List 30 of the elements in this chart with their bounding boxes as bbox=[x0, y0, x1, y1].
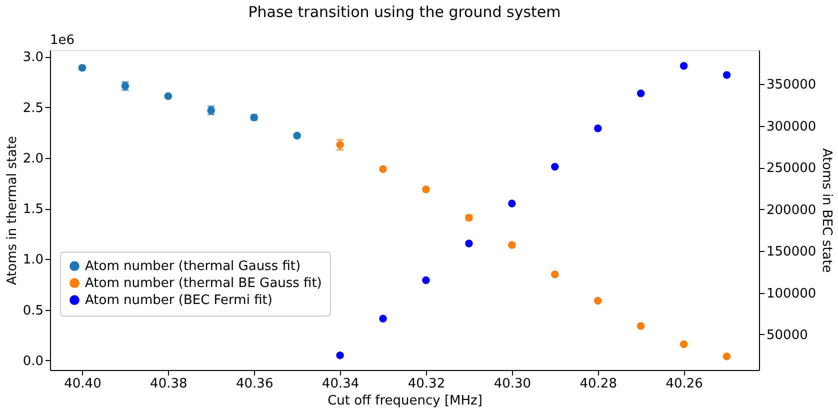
y-tick-label: 1.5 bbox=[22, 202, 44, 218]
y2-tick-label: 350000 bbox=[766, 78, 816, 93]
y-tick-label: 0.0 bbox=[22, 354, 44, 369]
text: 1e6 bbox=[50, 33, 75, 48]
x-tick-label: 40.36 bbox=[236, 376, 274, 392]
y-tick-label: 2.0 bbox=[22, 151, 44, 166]
x-tick-label: 40.34 bbox=[322, 376, 360, 392]
y2-tick-label: 100000 bbox=[766, 286, 816, 302]
x-axis-title: Cut off frequency [MHz] bbox=[328, 394, 482, 408]
y2-tick-label: 150000 bbox=[766, 244, 816, 260]
y2-tick-label: 200000 bbox=[766, 202, 816, 218]
y-tick-label: 2.5 bbox=[22, 100, 44, 116]
y2-tick-label: 300000 bbox=[766, 119, 816, 134]
y-axis-title: Atoms in thermal state bbox=[4, 136, 20, 286]
y2-axis-title: Atoms in BEC state bbox=[819, 148, 834, 273]
y-tick-label: 1.0 bbox=[22, 252, 44, 268]
x-tick-label: 40.32 bbox=[408, 376, 446, 392]
y2-tick-label: 250000 bbox=[766, 161, 816, 176]
legend-label: Atom number (thermal Gauss fit) bbox=[85, 259, 301, 274]
legend-label: Atom number (BEC Fermi fit) bbox=[85, 293, 272, 308]
y2-tick-label: 50000 bbox=[766, 328, 808, 343]
x-tick-label: 40.28 bbox=[580, 376, 617, 392]
x-tick-label: 40.26 bbox=[666, 376, 703, 392]
chart-title: Phase transition using the ground system bbox=[248, 3, 561, 21]
legend-label: Atom number (thermal BE Gauss fit) bbox=[85, 276, 322, 292]
x-tick-label: 40.30 bbox=[494, 376, 532, 392]
y-tick-label: 0.5 bbox=[22, 303, 44, 318]
y-tick-label: 3.0 bbox=[22, 50, 44, 66]
x-tick-label: 40.40 bbox=[64, 376, 102, 392]
x-tick-label: 40.38 bbox=[150, 376, 188, 392]
